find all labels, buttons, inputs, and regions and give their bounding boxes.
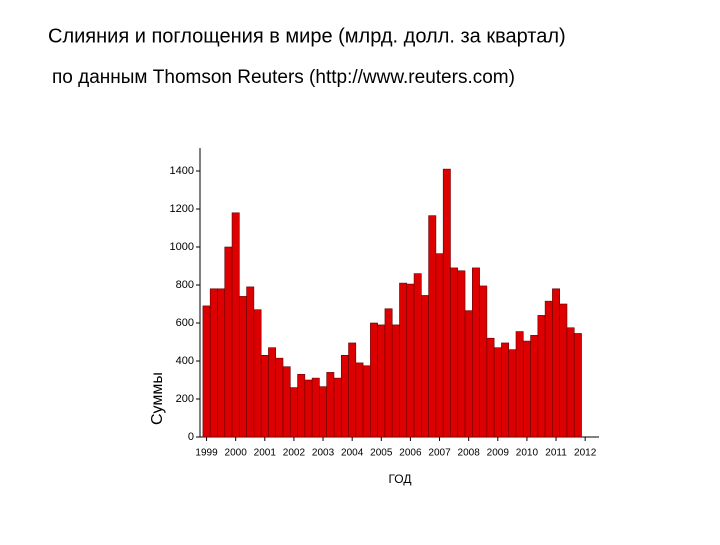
bar: [319, 386, 327, 438]
bar: [406, 283, 415, 438]
bar: [457, 270, 466, 438]
bar: [413, 273, 422, 438]
bar: [501, 342, 510, 438]
x-tick-label: 2003: [312, 448, 335, 459]
bar: [537, 315, 546, 438]
x-tick-label: 2001: [254, 448, 277, 459]
bar: [239, 296, 247, 438]
bar: [544, 300, 553, 438]
bar: [391, 324, 400, 438]
bar: [522, 340, 531, 438]
y-tick-label: 400: [176, 355, 194, 367]
bar: [442, 168, 451, 438]
bar: [472, 267, 480, 438]
bar: [370, 322, 378, 438]
bar: [275, 357, 284, 438]
y-axis-label: Суммы: [149, 372, 166, 425]
x-tick-label: 2005: [370, 448, 393, 459]
y-tick-label: 0: [188, 431, 194, 443]
y-tick-label: 600: [176, 317, 194, 329]
bar: [479, 285, 488, 438]
x-axis-label: ГОД: [388, 472, 411, 486]
bar: [297, 373, 306, 438]
bar: [217, 288, 226, 438]
bar: [486, 337, 495, 438]
bar: [253, 309, 262, 438]
bar: [493, 347, 502, 438]
chart-subtitle: по данным Thomson Reuters (http://www.re…: [52, 67, 515, 88]
y-tick-label: 200: [176, 393, 194, 405]
x-tick-label: 2007: [428, 448, 451, 459]
bar: [450, 267, 459, 438]
bar: [566, 327, 575, 438]
x-tick-label: 2009: [487, 448, 510, 459]
bar: [428, 215, 437, 438]
x-tick-label: 2002: [283, 448, 306, 459]
bar: [421, 295, 429, 438]
bar: [202, 305, 211, 438]
x-tick-label: 2012: [574, 448, 597, 459]
x-tick-label: 2010: [516, 448, 539, 459]
bar: [340, 354, 349, 438]
bar: [355, 362, 364, 438]
bar: [246, 286, 255, 438]
bar: [399, 282, 408, 438]
bar: [282, 366, 291, 438]
bar: [508, 349, 517, 438]
bar: [209, 288, 218, 438]
bar: [377, 324, 386, 438]
bar: [311, 377, 320, 438]
chart-title: Слияния и поглощения в мире (млрд. долл.…: [48, 25, 566, 47]
y-tick-label: 1200: [170, 203, 194, 215]
bar: [289, 387, 298, 438]
bar: [231, 212, 240, 438]
bar: [530, 335, 539, 438]
bar: [224, 246, 233, 438]
bar: [552, 288, 560, 438]
bar: [559, 303, 568, 438]
bar: [435, 253, 444, 438]
bar: [268, 347, 277, 438]
x-tick-label: 2011: [545, 448, 567, 459]
bar: [464, 310, 473, 438]
y-tick-label: 800: [176, 279, 194, 291]
x-tick-label: 1999: [195, 448, 218, 459]
y-tick-label: 1000: [170, 241, 194, 253]
x-tick-label: 2006: [399, 448, 422, 459]
bar: [348, 342, 357, 438]
x-tick-label: 2004: [341, 448, 364, 459]
bar: [260, 354, 269, 438]
bar: [326, 372, 335, 438]
x-tick-label: 2000: [225, 448, 248, 459]
bar: [333, 377, 342, 438]
bar: [515, 331, 524, 438]
bar: [384, 308, 393, 438]
bar: [362, 365, 371, 438]
bar: [573, 333, 582, 438]
y-tick-label: 1400: [170, 165, 194, 177]
bar: [304, 379, 313, 438]
x-tick-label: 2008: [458, 448, 481, 459]
